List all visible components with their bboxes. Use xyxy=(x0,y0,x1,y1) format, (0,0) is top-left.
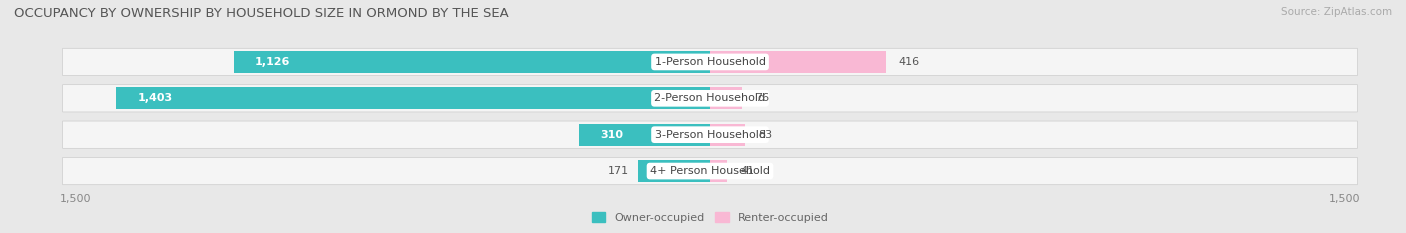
Bar xyxy=(579,124,710,146)
Text: 83: 83 xyxy=(758,130,772,140)
Bar xyxy=(233,51,710,73)
Text: 1,126: 1,126 xyxy=(254,57,290,67)
Text: 3-Person Household: 3-Person Household xyxy=(655,130,765,140)
Text: 1,403: 1,403 xyxy=(138,93,173,103)
FancyBboxPatch shape xyxy=(63,158,1357,185)
Legend: Owner-occupied, Renter-occupied: Owner-occupied, Renter-occupied xyxy=(588,208,832,227)
FancyBboxPatch shape xyxy=(63,85,1357,112)
Text: 1-Person Household: 1-Person Household xyxy=(655,57,765,67)
Text: 41: 41 xyxy=(740,166,754,176)
Bar xyxy=(710,87,742,109)
Text: Source: ZipAtlas.com: Source: ZipAtlas.com xyxy=(1281,7,1392,17)
Bar xyxy=(117,87,710,109)
Text: 76: 76 xyxy=(755,93,769,103)
Text: OCCUPANCY BY OWNERSHIP BY HOUSEHOLD SIZE IN ORMOND BY THE SEA: OCCUPANCY BY OWNERSHIP BY HOUSEHOLD SIZE… xyxy=(14,7,509,20)
Text: 416: 416 xyxy=(898,57,920,67)
FancyBboxPatch shape xyxy=(63,121,1357,148)
Text: 310: 310 xyxy=(600,130,623,140)
Bar xyxy=(638,160,710,182)
Text: 2-Person Household: 2-Person Household xyxy=(654,93,766,103)
Bar xyxy=(710,124,745,146)
Text: 171: 171 xyxy=(607,166,630,176)
Bar xyxy=(710,51,886,73)
Bar xyxy=(710,160,727,182)
Text: 4+ Person Household: 4+ Person Household xyxy=(650,166,770,176)
FancyBboxPatch shape xyxy=(63,48,1357,75)
